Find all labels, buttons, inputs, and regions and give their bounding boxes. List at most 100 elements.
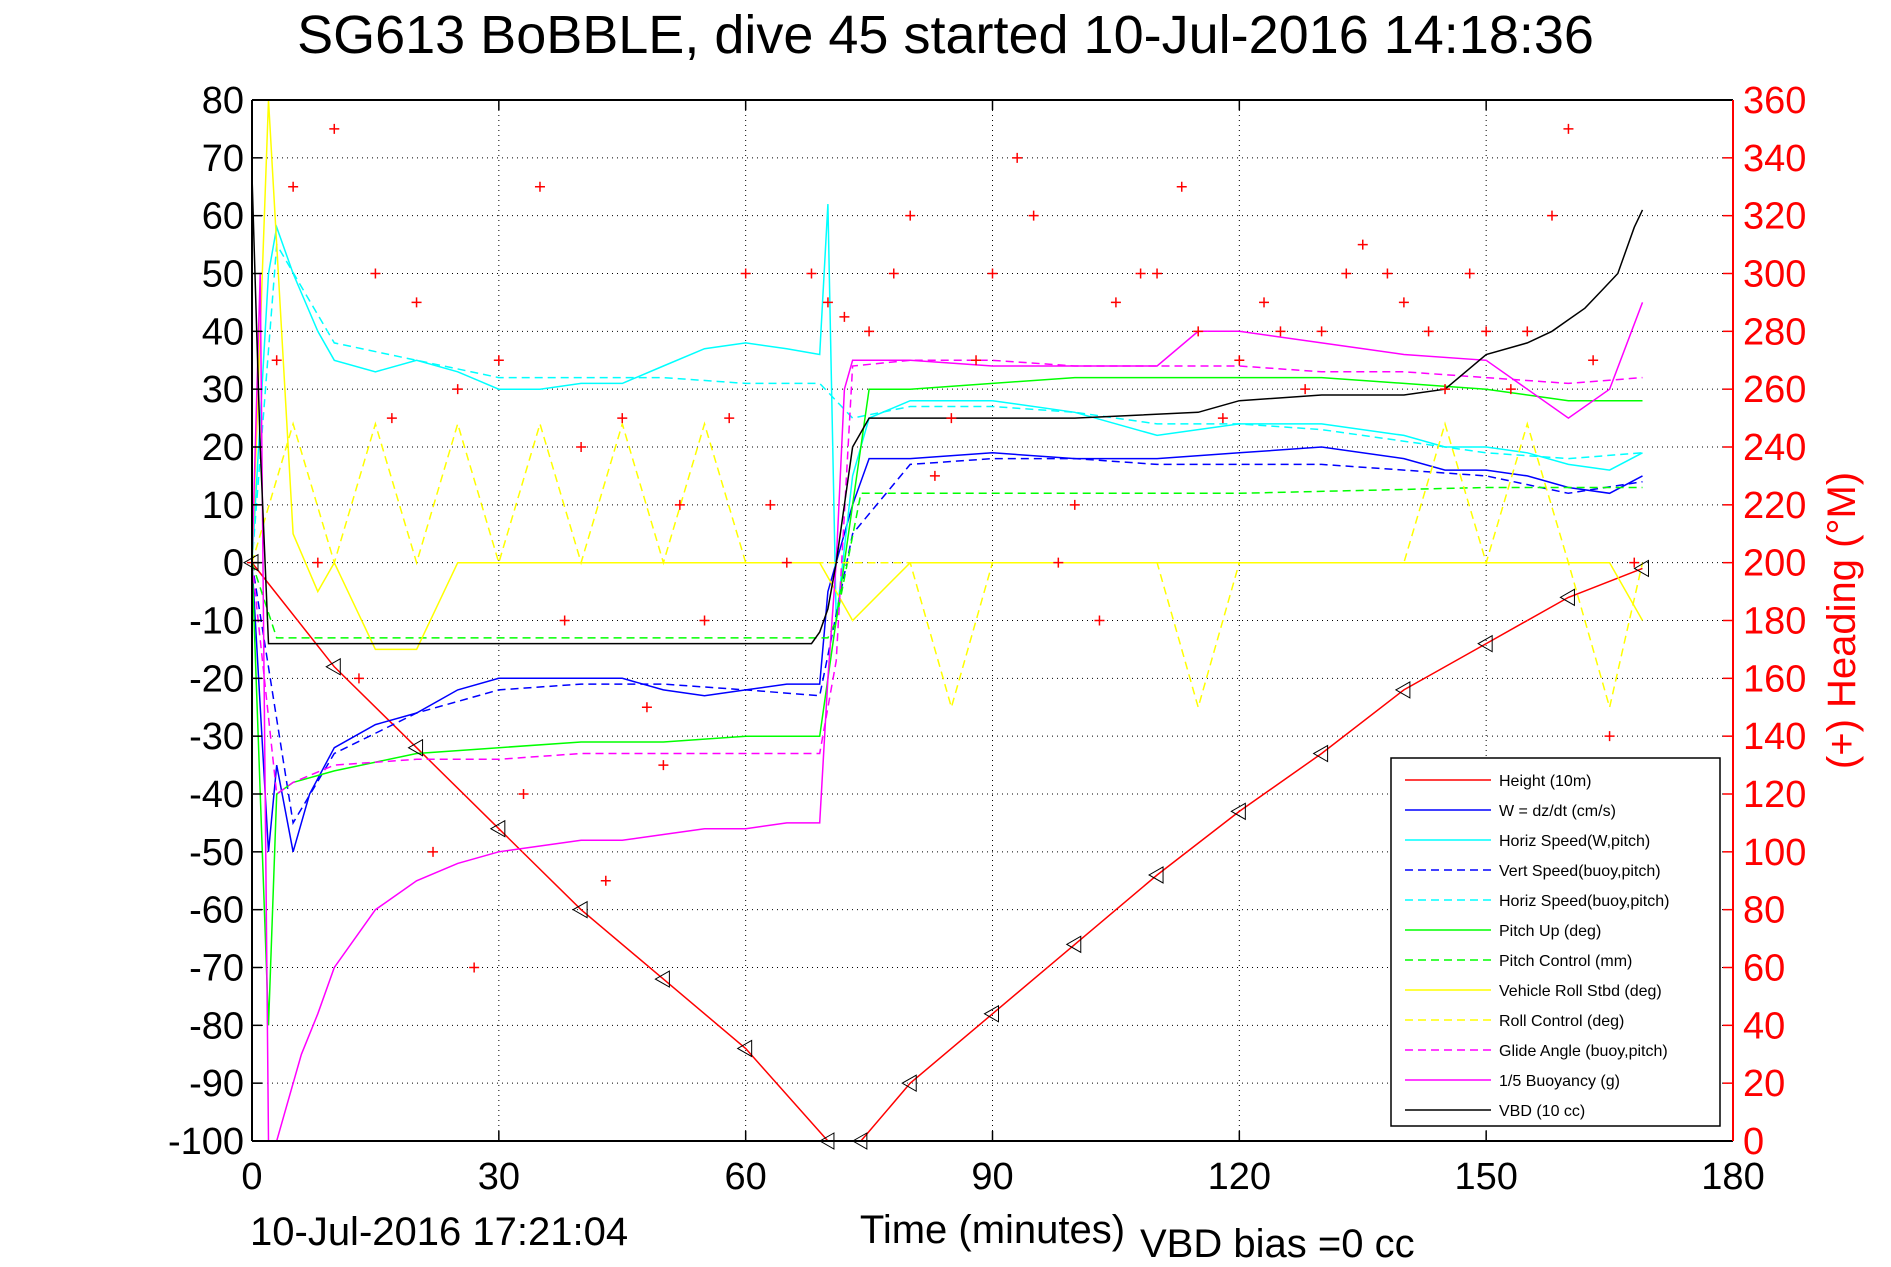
- series-layer: [242, 99, 1649, 1150]
- heading-point: [1012, 152, 1023, 163]
- heading-point: [765, 499, 776, 510]
- y-left-tick-label: 20: [202, 427, 244, 469]
- heading-point: [822, 297, 833, 308]
- heading-point: [781, 557, 792, 568]
- legend-label: VBD (10 cc): [1499, 1103, 1585, 1120]
- height-marker: [1230, 802, 1246, 821]
- series-1: [251, 446, 1643, 853]
- y-right-tick-label: 0: [1743, 1121, 1764, 1163]
- heading-point: [1316, 326, 1327, 337]
- heading-point: [1522, 326, 1533, 337]
- height-marker: [1312, 744, 1329, 763]
- heading-point: [1505, 384, 1516, 395]
- height-marker: [572, 900, 588, 919]
- y-left-tick-label: 30: [202, 369, 244, 411]
- heading-point: [271, 355, 282, 366]
- y-left-tick-label: -80: [189, 1005, 244, 1047]
- heading-point: [1398, 297, 1409, 308]
- series-6: [251, 486, 1643, 639]
- heading-point: [1357, 239, 1368, 250]
- x-tick-label: 150: [1454, 1156, 1517, 1198]
- y-left-tick-label: -40: [189, 774, 244, 816]
- series-line: [251, 376, 1643, 1026]
- heading-point: [411, 297, 422, 308]
- series-line: [251, 175, 1644, 645]
- legend-label: W = dz/dt (cm/s): [1499, 803, 1616, 820]
- heading-point: [1152, 268, 1163, 279]
- series-5: [251, 376, 1643, 1026]
- legend-label: Height (10m): [1499, 773, 1591, 790]
- heading-point: [1234, 355, 1245, 366]
- y-right-tick-label: 180: [1743, 601, 1806, 643]
- y-left-tick-label: -50: [189, 832, 244, 874]
- heading-point: [452, 384, 463, 395]
- legend-label: Vert Speed(buoy,pitch): [1499, 863, 1661, 880]
- x-tick-label: 60: [725, 1156, 767, 1198]
- heading-point: [493, 355, 504, 366]
- heading-point: [658, 760, 669, 771]
- heading-point: [1259, 297, 1270, 308]
- heading-point: [1604, 731, 1615, 742]
- heading-point: [1464, 268, 1475, 279]
- heading-point: [1094, 615, 1105, 626]
- heading-point: [1300, 384, 1311, 395]
- height-marker: [1559, 588, 1575, 607]
- heading-point: [905, 210, 916, 221]
- y-right-tick-label: 20: [1743, 1063, 1785, 1105]
- series-line: [251, 562, 1643, 1142]
- heading-point: [1382, 268, 1393, 279]
- heading-point: [1546, 210, 1557, 221]
- heading-point: [312, 557, 323, 568]
- y-right-tick-label: 300: [1743, 254, 1806, 296]
- x-tick-label: 120: [1208, 1156, 1271, 1198]
- heading-point: [386, 413, 397, 424]
- x-axis-label: Time (minutes): [860, 1208, 1125, 1252]
- y-left-tick-label: 10: [202, 485, 244, 527]
- heading-point: [740, 268, 751, 279]
- series-line: [251, 242, 1643, 563]
- heading-point: [288, 181, 299, 192]
- series-line: [251, 486, 1643, 639]
- heading-point: [428, 846, 439, 857]
- series-2: [251, 204, 1643, 621]
- chart-title: SG613 BoBBLE, dive 45 started 10-Jul-201…: [297, 5, 1594, 65]
- y-right-tick-label: 80: [1743, 890, 1785, 932]
- series-10: [251, 273, 1644, 1142]
- heading-point: [534, 181, 545, 192]
- heading-point: [329, 123, 340, 134]
- heading-point: [888, 268, 899, 279]
- height-marker: [1394, 681, 1411, 699]
- heading-point: [559, 615, 570, 626]
- heading-point: [1275, 326, 1286, 337]
- heading-point: [1193, 326, 1204, 337]
- heading-point: [617, 413, 628, 424]
- heading-point: [987, 268, 998, 279]
- x-tick-label: 180: [1701, 1156, 1764, 1198]
- heading-point: [518, 789, 529, 799]
- series-line: [251, 359, 1643, 796]
- heading-point: [1110, 297, 1121, 308]
- y-left-tick-label: 50: [202, 254, 244, 296]
- series-line: [251, 457, 1643, 826]
- y-right-tick-label: 120: [1743, 774, 1806, 816]
- y-right-tick-label: 320: [1743, 196, 1806, 238]
- heading-point: [1341, 268, 1352, 279]
- heading-point: [1481, 326, 1492, 337]
- height-marker: [407, 738, 424, 757]
- vbd-bias-label: VBD bias =0 cc: [1140, 1222, 1415, 1266]
- heading-point: [1135, 268, 1146, 279]
- y-left-tick-label: 70: [202, 138, 244, 180]
- series-8: [251, 421, 1644, 711]
- heading-point: [1440, 384, 1451, 395]
- legend-label: Horiz Speed(buoy,pitch): [1499, 893, 1669, 910]
- y-left-tick-label: -70: [189, 948, 244, 990]
- series-line: [251, 446, 1643, 853]
- y-left-tick-label: -90: [189, 1063, 244, 1105]
- legend-label: Glide Angle (buoy,pitch): [1499, 1043, 1668, 1060]
- height-marker: [654, 970, 670, 988]
- y-right-tick-label: 200: [1743, 543, 1806, 585]
- y-left-tick-label: 0: [223, 543, 244, 585]
- heading-point: [1176, 181, 1187, 192]
- legend-label: Vehicle Roll Stbd (deg): [1499, 983, 1662, 1000]
- series-9: [251, 359, 1643, 796]
